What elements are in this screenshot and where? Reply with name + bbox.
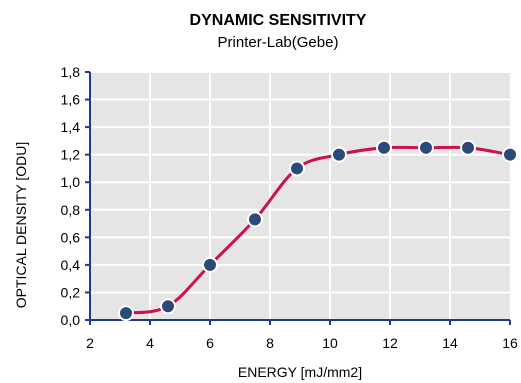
grid-lines xyxy=(90,71,510,320)
y-axis-label: OPTICAL DENSITY [ODU] xyxy=(13,142,29,308)
y-tick-label: 1,6 xyxy=(61,92,81,108)
data-point xyxy=(376,139,392,156)
series-line xyxy=(125,145,511,315)
data-point xyxy=(202,256,218,273)
y-tick-label: 1,8 xyxy=(61,64,81,80)
chart-title: DYNAMIC SENSITIVITY xyxy=(190,12,367,29)
y-tick-label: 0,4 xyxy=(61,257,81,273)
data-series xyxy=(118,139,518,322)
y-tick-label: 0,8 xyxy=(61,202,81,218)
data-point xyxy=(502,146,518,163)
data-point xyxy=(289,160,305,177)
x-tick-label: 10 xyxy=(322,335,338,351)
y-tick-label: 0,2 xyxy=(61,284,81,300)
plot-area xyxy=(90,72,510,320)
data-point xyxy=(160,298,176,315)
chart-subtitle: Printer-Lab(Gebe) xyxy=(218,34,339,51)
y-tick-label: 1,4 xyxy=(61,119,81,135)
x-axis-label: ENERGY [mJ/mm2] xyxy=(238,364,362,380)
x-tick-label: 16 xyxy=(502,335,518,351)
tick-labels: 0,0 0,2 0,4 0,6 0,8 1,0 1,2 1,4 1,6 1,8 2 4 6 8 10 12 14… xyxy=(61,64,518,351)
y-tick-label: 0,6 xyxy=(61,229,81,245)
x-tick-label: 2 xyxy=(86,335,94,351)
data-point xyxy=(418,139,434,156)
y-tick-label: 1,2 xyxy=(61,147,81,163)
data-point xyxy=(118,305,134,322)
y-tick-label: 0,0 xyxy=(61,312,81,328)
x-tick-label: 12 xyxy=(382,335,398,351)
data-point xyxy=(331,146,347,163)
data-point xyxy=(460,139,476,156)
x-tick-label: 14 xyxy=(442,335,458,351)
data-point xyxy=(247,211,263,228)
x-tick-label: 6 xyxy=(206,335,214,351)
y-tick-label: 1,0 xyxy=(61,174,81,190)
x-tick-label: 4 xyxy=(146,335,154,351)
axes xyxy=(85,71,511,325)
x-tick-label: 8 xyxy=(266,335,274,351)
